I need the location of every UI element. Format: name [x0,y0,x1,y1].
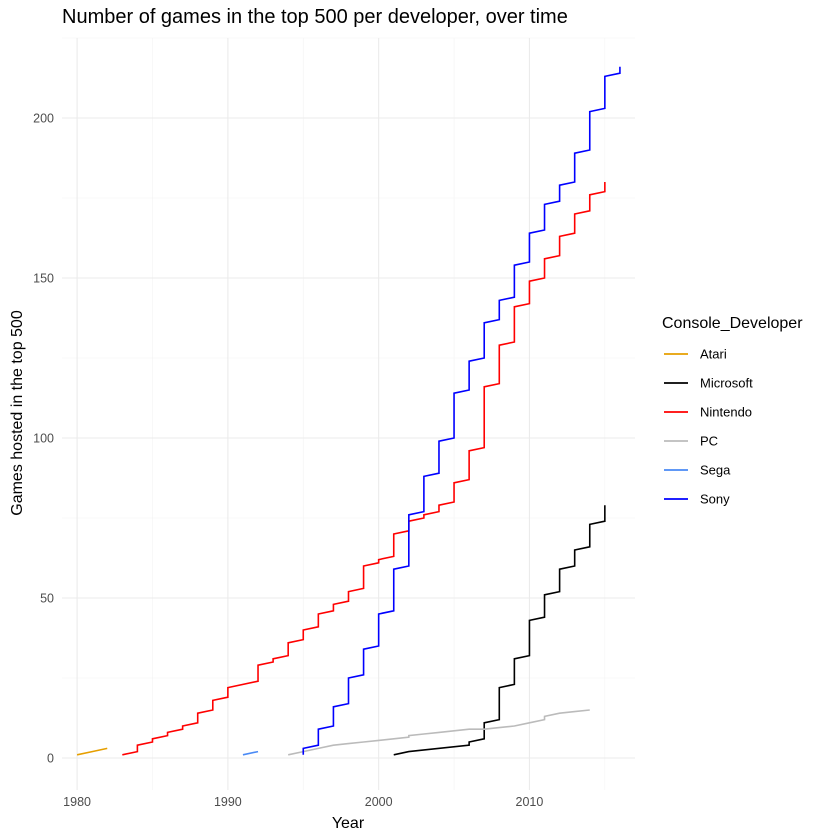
grid [62,37,635,790]
legend-label-pc: PC [700,434,718,449]
y-tick-label: 200 [33,112,54,126]
y-tick-label: 0 [47,752,54,766]
x-tick-label: 1980 [63,795,91,809]
legend-title: Console_Developer [662,315,803,332]
series-line-nintendo [122,182,606,756]
x-tick-label: 2000 [365,795,393,809]
y-tick-label: 150 [33,272,54,286]
x-axis-ticks: 1980 1990 2000 2010 [63,795,543,809]
y-axis-ticks: 0 50 100 150 200 [33,112,54,766]
x-tick-label: 2010 [516,795,544,809]
legend-label-nintendo: Nintendo [700,405,752,420]
legend-label-sega: Sega [700,463,731,478]
legend-label-microsoft: Microsoft [700,376,753,391]
chart-title: Number of games in the top 500 per devel… [62,6,568,28]
series-line-microsoft [393,505,606,756]
series-line-pc [288,709,590,756]
y-axis-title: Games hosted in the top 500 [9,310,26,516]
legend-label-atari: Atari [700,347,727,362]
legend-label-sony: Sony [700,492,730,507]
legend: Console_Developer Atari Microsoft Nintendo… [662,315,803,507]
x-tick-label: 1990 [214,795,242,809]
series-line-atari [76,747,108,756]
series-line-sega [242,750,259,756]
y-tick-label: 100 [33,432,54,446]
series-lines [76,66,621,756]
x-axis-title: Year [332,815,365,832]
series-line-sony [302,66,621,755]
y-tick-label: 50 [40,592,54,606]
